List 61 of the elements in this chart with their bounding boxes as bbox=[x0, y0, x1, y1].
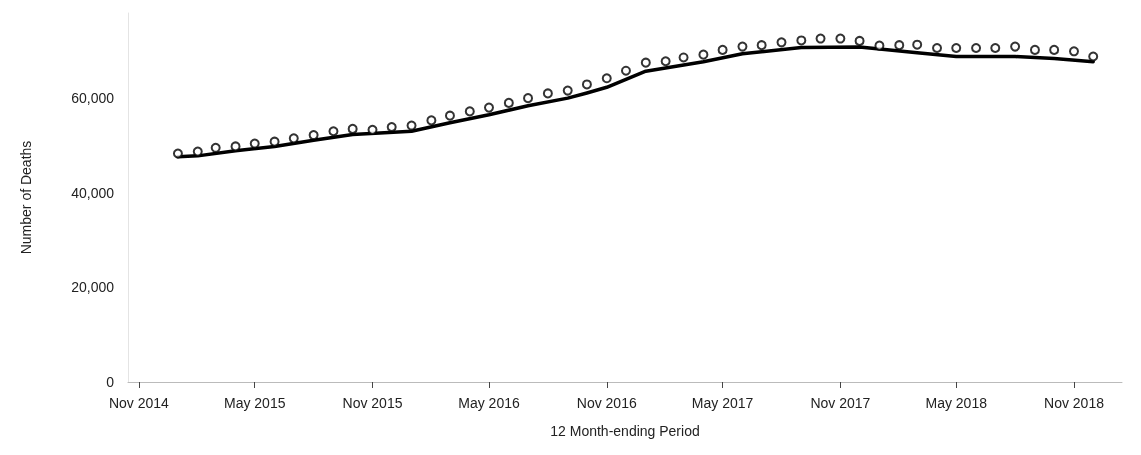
x-tick-label: May 2016 bbox=[458, 395, 520, 411]
point bbox=[347, 123, 358, 134]
x-tick-label: May 2017 bbox=[691, 395, 754, 411]
y-tick-label: 0 bbox=[106, 374, 115, 390]
point bbox=[1069, 46, 1079, 57]
point bbox=[192, 146, 203, 157]
point bbox=[210, 142, 221, 153]
point bbox=[230, 141, 241, 152]
x-tick-label: Nov 2015 bbox=[342, 395, 403, 411]
point bbox=[406, 120, 417, 131]
point bbox=[815, 33, 826, 44]
point bbox=[1029, 44, 1040, 55]
y-tick-label: 20,000 bbox=[71, 279, 115, 296]
point bbox=[1088, 51, 1099, 62]
point bbox=[426, 115, 437, 126]
point bbox=[874, 40, 885, 51]
point bbox=[269, 136, 280, 147]
x-axis-title: 12 Month-ending Period bbox=[550, 423, 700, 439]
point bbox=[172, 148, 183, 159]
point bbox=[932, 43, 943, 54]
point bbox=[737, 41, 748, 52]
point bbox=[1049, 44, 1060, 55]
point bbox=[951, 43, 962, 54]
point bbox=[328, 126, 339, 137]
point bbox=[698, 49, 709, 60]
point bbox=[542, 88, 553, 99]
point bbox=[894, 40, 905, 51]
y-tick-label: 60,000 bbox=[71, 90, 115, 107]
point bbox=[367, 124, 378, 135]
x-tick-label: Nov 2016 bbox=[576, 395, 637, 411]
point bbox=[660, 56, 671, 67]
point bbox=[484, 102, 494, 113]
point bbox=[288, 133, 299, 144]
point bbox=[796, 35, 807, 46]
point bbox=[581, 79, 592, 90]
point bbox=[912, 39, 923, 50]
point bbox=[640, 57, 651, 68]
y-tick-label: 40,000 bbox=[71, 184, 115, 201]
point bbox=[854, 35, 865, 46]
point bbox=[464, 106, 475, 117]
point bbox=[444, 110, 455, 121]
point bbox=[523, 93, 534, 104]
point bbox=[678, 52, 689, 63]
point bbox=[717, 44, 728, 55]
point bbox=[601, 73, 612, 84]
point bbox=[620, 65, 631, 76]
point bbox=[835, 33, 846, 44]
point bbox=[503, 97, 514, 108]
point bbox=[776, 37, 787, 48]
y-axis-title: Number of Deaths bbox=[18, 140, 34, 255]
point bbox=[756, 40, 767, 51]
point bbox=[990, 43, 1001, 54]
x-tick-label: Nov 2017 bbox=[810, 395, 871, 411]
x-tick-label: Nov 2014 bbox=[108, 395, 170, 411]
x-tick-label: May 2015 bbox=[223, 395, 286, 411]
x-tick-label: Nov 2018 bbox=[1044, 395, 1105, 411]
point bbox=[249, 138, 260, 149]
point bbox=[971, 43, 982, 54]
x-tick-label: May 2018 bbox=[925, 395, 988, 411]
point bbox=[1010, 41, 1021, 52]
point bbox=[562, 85, 573, 96]
